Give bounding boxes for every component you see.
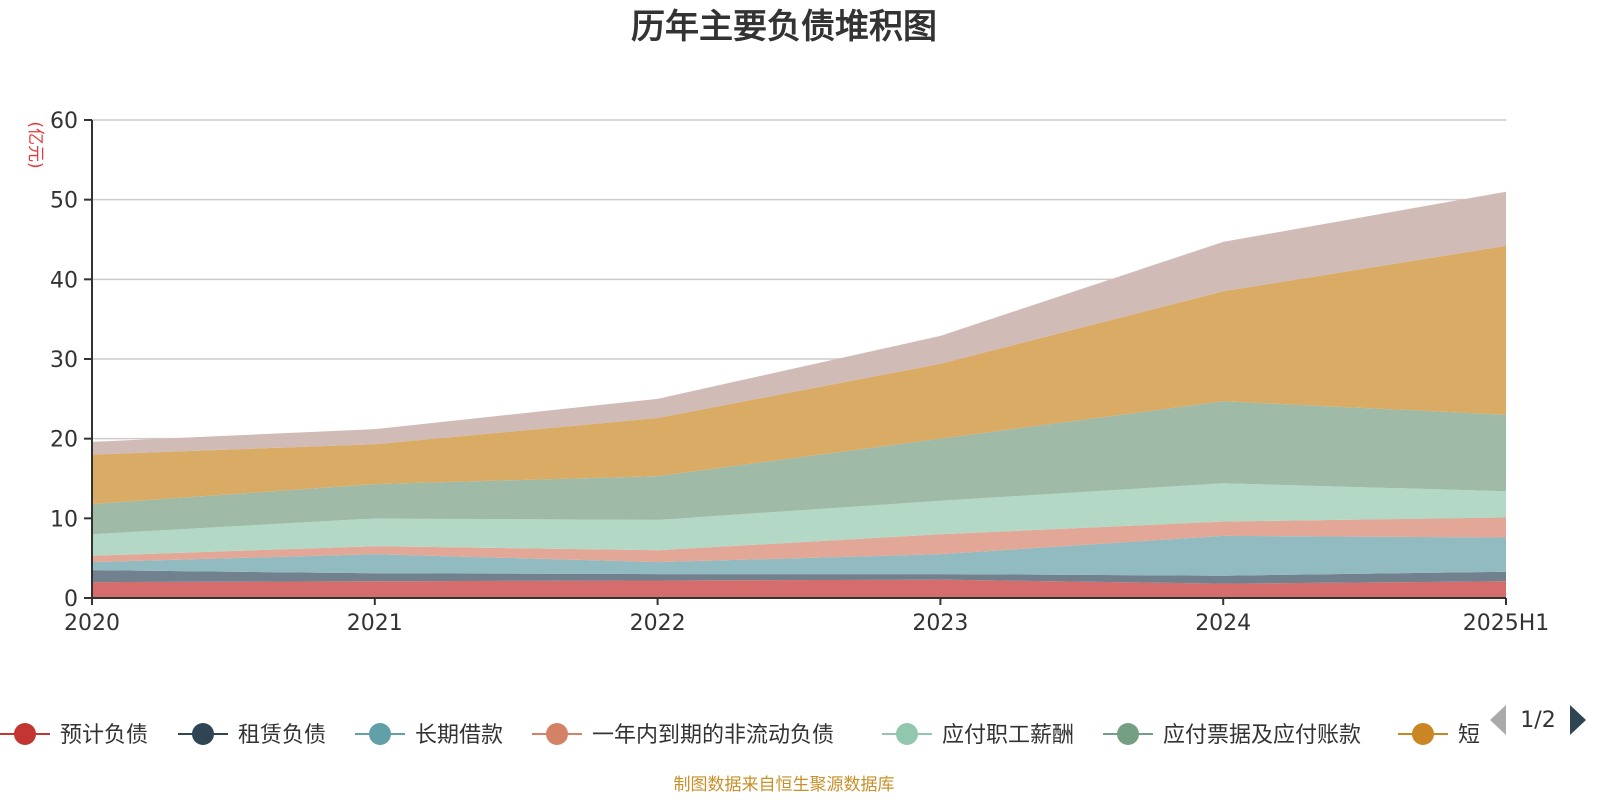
x-tick-label-3: 2023 xyxy=(912,611,968,636)
x-tick-label-1: 2021 xyxy=(347,611,403,636)
legend-label-4: 应付职工薪酬 xyxy=(942,723,1074,748)
area-series-1 xyxy=(92,570,1506,584)
legend: 预计负债 租赁负债 长期借款 一年内到期的非流动负债 应付职工薪酬 应付票据及应付账款 短 xyxy=(0,723,1480,748)
area-series-0 xyxy=(92,579,1506,598)
data-source-note: 制图数据来自恒生聚源数据库 xyxy=(674,775,895,795)
legend-label-6: 短 xyxy=(1458,723,1480,748)
area-series-layer xyxy=(92,191,1506,598)
legend-pager: 1/2 xyxy=(1490,705,1586,735)
legend-marker-3 xyxy=(546,723,568,745)
legend-label-5: 应付票据及应付账款 xyxy=(1163,723,1361,748)
x-tick-label-0: 2020 xyxy=(64,611,120,636)
area-series-2 xyxy=(92,535,1506,576)
legend-marker-4 xyxy=(896,723,918,745)
x-tick-label-4: 2024 xyxy=(1195,611,1251,636)
legend-marker-5 xyxy=(1117,723,1139,745)
legend-prev-page-icon[interactable] xyxy=(1490,705,1506,735)
y-tick-label-0: 0 xyxy=(64,587,78,612)
legend-item-2[interactable]: 长期借款 xyxy=(355,723,503,748)
chart-title: 历年主要负债堆积图 xyxy=(631,7,937,47)
legend-marker-0 xyxy=(14,723,36,745)
legend-page-indicator: 1/2 xyxy=(1520,708,1555,733)
y-tick-label-6: 60 xyxy=(50,109,78,134)
y-axis-unit-label: (亿元) xyxy=(25,121,45,168)
legend-marker-6 xyxy=(1412,723,1434,745)
legend-item-6[interactable]: 短 xyxy=(1398,723,1480,748)
legend-item-5[interactable]: 应付票据及应付账款 xyxy=(1103,723,1361,748)
legend-label-3: 一年内到期的非流动负债 xyxy=(592,723,834,748)
legend-label-2: 长期借款 xyxy=(415,723,503,748)
area-series-3 xyxy=(92,517,1506,563)
legend-item-4[interactable]: 应付职工薪酬 xyxy=(882,723,1074,748)
x-tick-label-5: 2025H1 xyxy=(1463,611,1550,636)
legend-marker-1 xyxy=(192,723,214,745)
area-series-7 xyxy=(92,191,1506,455)
axes: 0 10 20 30 40 50 60 2020 2021 2022 2023 2024 2025H1 xyxy=(50,109,1549,636)
legend-next-page-icon[interactable] xyxy=(1570,705,1586,735)
legend-label-1: 租赁负债 xyxy=(238,723,326,748)
x-tick-label-2: 2022 xyxy=(630,611,686,636)
legend-item-1[interactable]: 租赁负债 xyxy=(178,723,326,748)
legend-label-0: 预计负债 xyxy=(60,723,148,748)
y-tick-label-4: 40 xyxy=(50,268,78,293)
y-tick-label-3: 30 xyxy=(50,348,78,373)
legend-item-0[interactable]: 预计负债 xyxy=(0,723,148,748)
area-series-6 xyxy=(92,245,1506,504)
y-tick-label-1: 10 xyxy=(50,507,78,532)
y-tick-label-5: 50 xyxy=(50,189,78,214)
legend-marker-2 xyxy=(369,723,391,745)
y-tick-label-2: 20 xyxy=(50,428,78,453)
area-series-4 xyxy=(92,483,1506,556)
legend-item-3[interactable]: 一年内到期的非流动负债 xyxy=(532,723,834,748)
area-series-5 xyxy=(92,401,1506,535)
